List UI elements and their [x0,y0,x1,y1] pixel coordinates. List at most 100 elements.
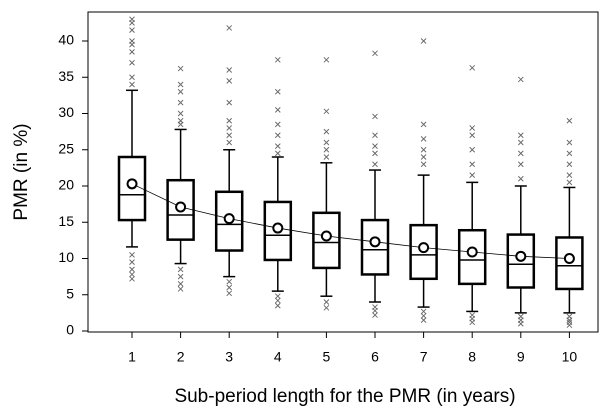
x-tick-label: 3 [225,349,233,365]
outlier [274,143,281,149]
outlier [566,161,573,168]
outlier [372,150,378,157]
x-tick-label: 8 [468,349,476,365]
outlier [274,302,281,309]
outlier [323,139,330,146]
box [506,233,536,289]
outlier [323,128,330,135]
outlier [274,132,281,139]
outlier [177,65,184,72]
outlier [323,304,330,311]
outlier [469,125,476,131]
x-tick-label: 9 [517,349,525,365]
mean-marker [515,250,527,262]
outlier [372,132,378,139]
outlier [517,76,524,83]
y-tick-label: 10 [58,249,74,265]
mean-marker [126,178,138,190]
outlier [177,266,184,273]
outlier [226,290,233,297]
y-tick-label: 30 [58,104,74,120]
x-tick-label: 10 [562,349,578,365]
x-tick-label: 1 [128,349,136,365]
x-tick-label: 7 [420,349,428,365]
outlier [226,132,233,139]
outlier [420,317,427,323]
outlier [372,113,378,120]
outlier [129,252,135,258]
outlier [274,88,281,95]
outlier [177,99,184,106]
outlier [226,67,233,73]
outlier [372,50,378,57]
outlier [420,308,427,315]
outlier [517,175,524,182]
outlier [129,81,135,88]
outlier [226,284,233,291]
outlier [226,125,233,131]
outlier [323,299,330,305]
outlier [517,139,524,146]
outlier [469,146,476,153]
outlier [566,117,573,124]
outlier [274,57,281,63]
outlier [566,317,573,323]
outlier [274,107,281,113]
outlier [372,161,378,168]
outlier [129,59,135,66]
outlier [226,117,233,124]
y-tick-label: 15 [58,213,74,229]
x-tick-label: 6 [371,349,379,365]
outlier [274,121,281,128]
outlier [323,57,330,63]
outlier [226,25,233,31]
outlier [372,307,378,314]
outlier [566,179,573,186]
x-tick-label: 5 [323,349,331,365]
mean-marker [466,246,478,258]
y-tick-label: 20 [58,177,74,193]
outlier [420,161,427,168]
outlier [566,172,573,178]
outlier [129,266,135,273]
outlier [129,259,135,265]
outlier [177,281,184,287]
mean-marker [369,236,381,248]
y-tick-label: 35 [58,68,74,84]
outlier [469,161,476,168]
outlier [226,78,233,84]
mean-line [131,183,570,259]
outlier [469,132,476,139]
y-tick-label: 25 [58,140,74,156]
y-axis-title: PMR (in %) [11,123,32,220]
mean-marker [320,230,332,242]
y-tick-label: 40 [58,32,74,48]
outlier [517,132,524,139]
outlier [129,271,135,278]
outlier [420,312,427,319]
outlier [177,88,184,95]
outlier [129,74,135,81]
outlier [129,41,135,48]
outlier [274,297,281,304]
outlier [129,49,135,55]
y-tick-label: 5 [66,285,74,301]
outlier [226,99,233,106]
outlier [177,81,184,88]
outlier [226,139,233,146]
outlier [420,154,427,160]
outlier [420,146,427,153]
outlier [177,286,184,292]
outlier [566,322,573,329]
outlier [177,273,184,280]
x-tick-label: 2 [177,349,185,365]
outlier [469,65,476,71]
outlier [177,121,184,128]
outlier [323,146,330,153]
mean-marker [223,213,235,225]
x-tick-label: 4 [274,349,282,365]
y-tick-label: 0 [66,322,74,338]
mean-marker [175,201,187,213]
box [360,218,390,276]
